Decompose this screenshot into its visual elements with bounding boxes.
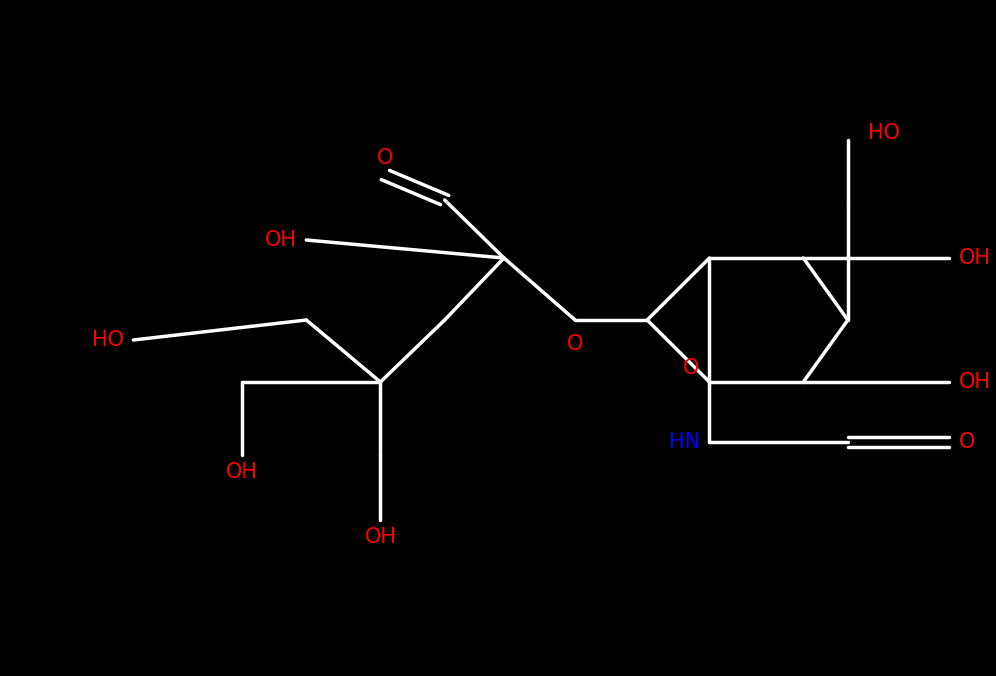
Text: OH: OH xyxy=(265,230,297,250)
Text: HN: HN xyxy=(668,432,699,452)
Text: OH: OH xyxy=(226,462,258,482)
Text: HO: HO xyxy=(868,123,899,143)
Text: OH: OH xyxy=(958,372,990,392)
Text: HO: HO xyxy=(92,330,124,350)
Text: O: O xyxy=(567,333,584,354)
Text: O: O xyxy=(958,432,975,452)
Text: OH: OH xyxy=(365,527,396,547)
Text: OH: OH xyxy=(958,248,990,268)
Text: O: O xyxy=(683,358,699,379)
Text: O: O xyxy=(377,148,393,168)
